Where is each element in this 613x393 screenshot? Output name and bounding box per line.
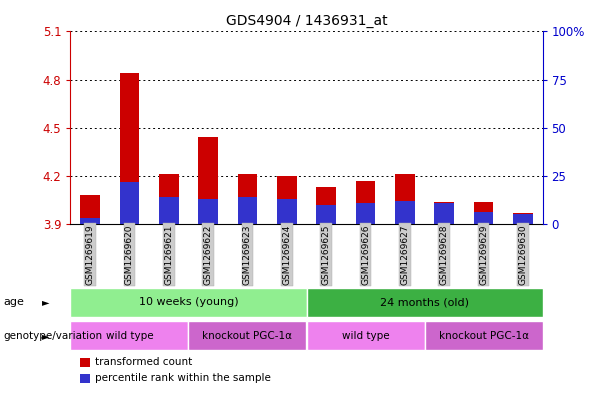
Bar (80, 195, 100, 224)
Bar (316, 187, 336, 224)
Text: GSM1269621: GSM1269621 (164, 224, 173, 285)
Text: ►: ► (42, 297, 50, 307)
Text: GSM1269629: GSM1269629 (479, 224, 488, 285)
Bar (356, 203, 375, 224)
Bar (306, 321, 424, 350)
Bar (277, 199, 297, 224)
Bar (120, 182, 139, 224)
Text: GSM1269630: GSM1269630 (519, 224, 527, 285)
Text: GSM1269628: GSM1269628 (440, 224, 449, 285)
Bar (435, 203, 454, 224)
Bar (395, 201, 414, 224)
Text: GSM1269625: GSM1269625 (322, 224, 330, 285)
Bar (238, 174, 257, 224)
Text: transformed count: transformed count (95, 357, 192, 367)
Bar (424, 321, 543, 350)
Bar (316, 205, 336, 224)
Text: GSM1269626: GSM1269626 (361, 224, 370, 285)
Bar (306, 288, 543, 317)
Bar (80, 218, 100, 224)
Bar (70, 321, 189, 350)
Text: percentile rank within the sample: percentile rank within the sample (95, 373, 271, 383)
Bar (70, 288, 306, 317)
Bar (395, 174, 414, 224)
Text: ►: ► (42, 331, 50, 341)
Text: 10 weeks (young): 10 weeks (young) (139, 297, 238, 307)
Text: 24 months (old): 24 months (old) (380, 297, 469, 307)
Text: GSM1269622: GSM1269622 (204, 224, 213, 285)
Bar (159, 197, 178, 224)
Text: GSM1269623: GSM1269623 (243, 224, 252, 285)
Text: knockout PGC-1α: knockout PGC-1α (438, 331, 528, 341)
Bar (189, 321, 306, 350)
Bar (474, 202, 493, 224)
Text: GSM1269627: GSM1269627 (400, 224, 409, 285)
Bar (80, 358, 90, 367)
Bar (199, 137, 218, 224)
Bar (120, 73, 139, 224)
Bar (435, 202, 454, 224)
Text: knockout PGC-1α: knockout PGC-1α (202, 331, 292, 341)
Bar (238, 197, 257, 224)
Bar (474, 213, 493, 224)
Text: wild type: wild type (105, 331, 153, 341)
Bar (159, 174, 178, 224)
Bar (356, 181, 375, 224)
Text: wild type: wild type (341, 331, 389, 341)
Text: genotype/variation: genotype/variation (3, 331, 102, 341)
Bar (80, 374, 90, 383)
Title: GDS4904 / 1436931_at: GDS4904 / 1436931_at (226, 14, 387, 28)
Bar (277, 176, 297, 224)
Text: GSM1269624: GSM1269624 (283, 224, 291, 285)
Text: GSM1269619: GSM1269619 (86, 224, 94, 285)
Text: age: age (3, 297, 24, 307)
Bar (199, 199, 218, 224)
Text: GSM1269620: GSM1269620 (125, 224, 134, 285)
Bar (513, 214, 533, 224)
Bar (513, 213, 533, 224)
